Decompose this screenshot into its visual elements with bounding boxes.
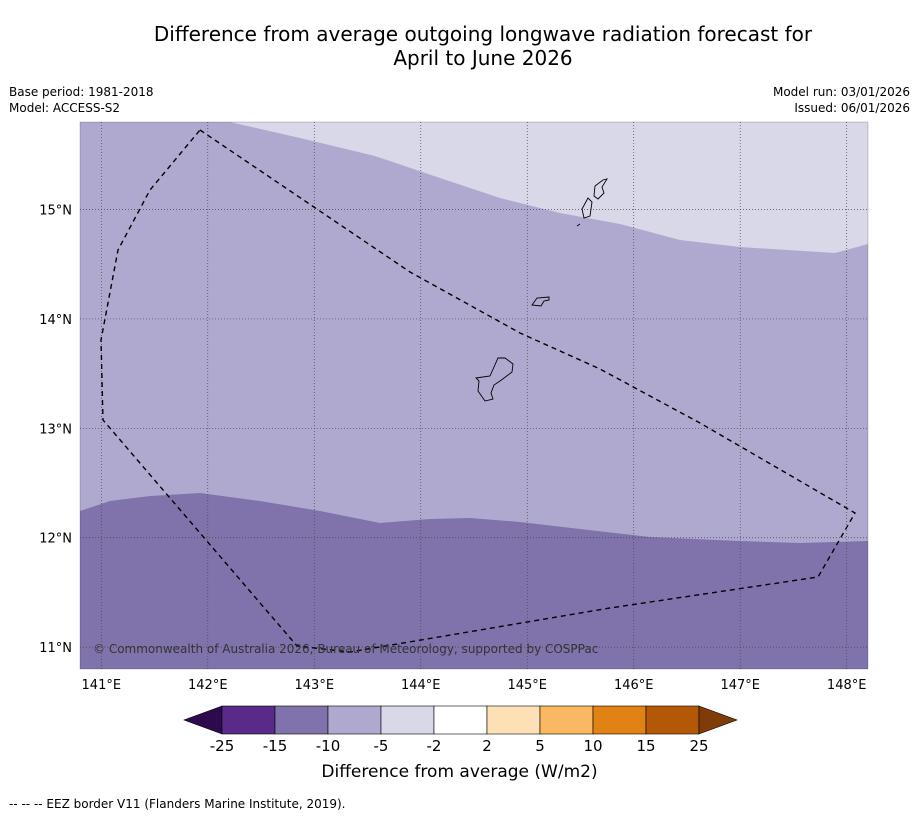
gridlines (80, 122, 868, 669)
zone-minus15-minus10 (80, 493, 868, 669)
island-aguijan (576, 223, 581, 227)
lat-tick-label: 12°N (39, 532, 72, 547)
island-rota (531, 296, 550, 307)
map-frame (79, 121, 869, 670)
lon-tick-label: 146°E (614, 678, 654, 693)
base-period: Base period: 1981-2018 (9, 85, 154, 99)
lon-axis: 141°E 142°E 143°E 144°E 145°E 146°E 147°E 148°E (82, 678, 867, 693)
colorbar-label: Difference from average (W/m2) (321, 762, 598, 782)
lat-axis: 15°N 14°N 13°N 12°N 11°N (39, 204, 72, 657)
islands (475, 178, 608, 402)
colorbar-swatch (274, 705, 329, 735)
copyright-notice: © Commonwealth of Australia 2026, Bureau… (93, 642, 598, 656)
lat-tick-label: 14°N (39, 313, 72, 328)
colorbar-tick-label: -5 (374, 737, 389, 755)
island-saipan (593, 178, 608, 200)
title-line-1: Difference from average outgoing longwav… (153, 22, 813, 46)
lon-tick-label: 142°E (188, 678, 228, 693)
lon-tick-label: 145°E (507, 678, 547, 693)
colorbar-swatch (327, 705, 382, 735)
title-line-2: April to June 2026 (393, 46, 573, 70)
model-name: Model: ACCESS-S2 (9, 101, 121, 115)
colorbar-swatch (380, 705, 435, 735)
lon-tick-label: 148°E (827, 678, 867, 693)
colorbar-tick-label: -25 (210, 737, 235, 755)
island-tinian (581, 197, 593, 219)
colorbar-swatch (433, 705, 488, 735)
lat-tick-label: 11°N (39, 641, 72, 656)
colorbar-swatch (486, 705, 541, 735)
colorbar-under-arrow (183, 705, 223, 735)
eez-border (100, 129, 856, 653)
lon-tick-label: 141°E (82, 678, 122, 693)
colorbar-swatch (645, 705, 700, 735)
colorbar-tick-label: -15 (263, 737, 288, 755)
lon-tick-label: 144°E (401, 678, 441, 693)
island-guam (475, 357, 514, 402)
colorbar-tick-label: -10 (316, 737, 341, 755)
colorbar-tick-label: 2 (482, 737, 492, 755)
colorbar-over-arrow (698, 705, 738, 735)
colorbar-tick-label: 5 (535, 737, 545, 755)
colorbar-tick-label: 25 (689, 737, 708, 755)
issued-date: Issued: 06/01/2026 (794, 101, 910, 115)
colorbar: -25 -15 -10 -5 -2 2 5 10 15 25 (183, 705, 738, 755)
lon-tick-label: 143°E (295, 678, 335, 693)
lat-tick-label: 15°N (39, 204, 72, 219)
colorbar-tick-label: 10 (583, 737, 602, 755)
chart-title: Difference from average outgoing longwav… (0, 22, 919, 70)
colorbar-tick-label: -2 (427, 737, 442, 755)
lat-tick-label: 13°N (39, 422, 72, 437)
colorbar-swatch (221, 705, 276, 735)
lon-tick-label: 147°E (720, 678, 760, 693)
meta-left: Base period: 1981-2018 Model: ACCESS-S2 (9, 84, 154, 116)
colorbar-swatch (592, 705, 647, 735)
model-run: Model run: 03/01/2026 (772, 85, 910, 99)
map-figure: © Commonwealth of Australia 2026, Bureau… (39, 121, 869, 755)
meta-right: Model run: 03/01/2026 Issued: 06/01/2026 (773, 84, 910, 116)
eez-footnote: -- -- -- EEZ border V11 (Flanders Marine… (9, 797, 346, 811)
colorbar-tick-label: 15 (636, 737, 655, 755)
colorbar-swatch (539, 705, 594, 735)
